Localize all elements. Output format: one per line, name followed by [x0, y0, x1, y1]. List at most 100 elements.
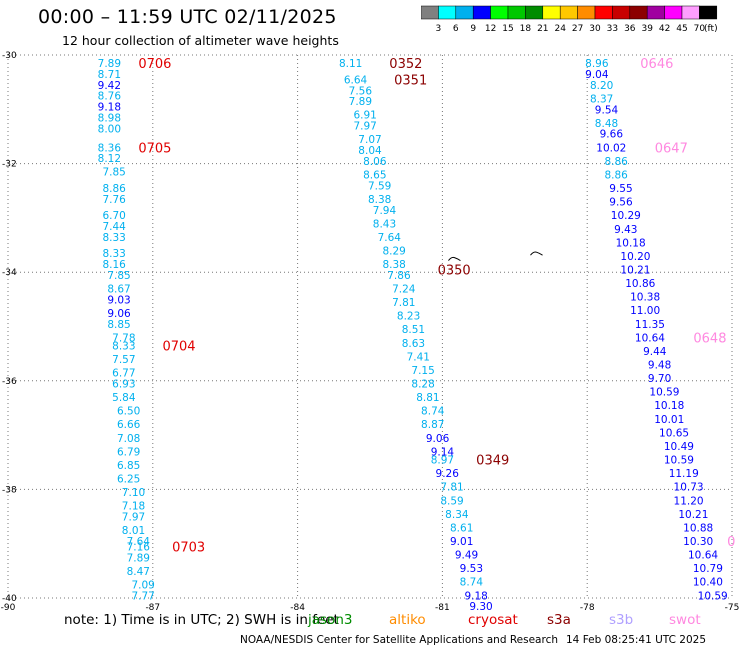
- lon-tick-label: -84: [290, 603, 305, 612]
- credit-text: NOAA/NESDIS Center for Satellite Applica…: [240, 634, 558, 646]
- swh-value: 9.06: [426, 433, 450, 445]
- legend-tick-label: 9: [470, 24, 476, 34]
- swh-value: 7.24: [392, 283, 416, 295]
- swh-value: 8.33: [112, 341, 135, 353]
- swh-value: 10.02: [596, 142, 626, 154]
- track-2: 8.11 6.647.567.89 6.917.977.078.048.068.65…: [339, 58, 493, 612]
- swh-value: 8.33: [102, 232, 125, 244]
- swh-value: 7.16: [127, 541, 151, 553]
- coastline-mark: [448, 256, 461, 262]
- swh-value: 9.55: [609, 183, 632, 195]
- swh-value: 8.12: [98, 153, 121, 165]
- swh-value: 10.59: [664, 455, 694, 467]
- swh-value: 8.81: [416, 392, 439, 404]
- swh-value: 6.66: [117, 419, 141, 431]
- swh-value: 6.85: [117, 460, 140, 472]
- pass-time-label: 0: [727, 535, 735, 550]
- swh-value: 8.86: [604, 169, 628, 181]
- swh-value: 9.44: [643, 346, 667, 358]
- swh-value: 10.73: [674, 482, 704, 494]
- swh-value: 8.11: [339, 58, 362, 70]
- swh-value: 8.43: [373, 218, 396, 230]
- legend-tick-label: 3: [436, 24, 442, 34]
- swh-value: 6.77: [112, 368, 135, 380]
- swh-value: 10.49: [664, 441, 694, 453]
- legend-unit: (ft): [704, 24, 718, 34]
- swh-value: 9.18: [98, 102, 121, 114]
- swh-value: 7.10: [122, 487, 145, 499]
- satellite-label-s3b: s3b: [609, 612, 634, 628]
- swh-value: 10.59: [698, 590, 728, 602]
- swh-value: 8.38: [368, 194, 391, 206]
- pass-time-label: 0351: [394, 73, 427, 88]
- swh-value: 8.28: [411, 379, 434, 391]
- satellite-label-cryosat: cryosat: [468, 612, 518, 628]
- swh-value: 7.15: [411, 365, 434, 377]
- swh-value: 11.35: [635, 319, 665, 331]
- swh-value: 8.04: [358, 145, 382, 157]
- swh-value: 10.18: [654, 400, 684, 412]
- lat-tick-label: -40: [2, 594, 17, 604]
- swh-value: 9.04: [585, 69, 609, 81]
- lat-tick-label: -36: [2, 377, 17, 387]
- swh-value: 9.14: [431, 446, 455, 458]
- swh-value: 8.96: [585, 58, 609, 70]
- pass-time-label: 0704: [162, 340, 195, 355]
- swh-value: 7.97: [353, 121, 376, 133]
- swh-value: 8.36: [98, 142, 122, 154]
- pass-time-label: 0706: [138, 57, 171, 72]
- swh-value: 8.47: [127, 566, 150, 578]
- swh-value: 7.89: [127, 552, 150, 564]
- swh-value: 9.48: [648, 360, 671, 372]
- swh-value: 10.18: [616, 237, 646, 249]
- legend-tick-label: 36: [624, 24, 636, 34]
- swh-value: 8.74: [460, 577, 484, 589]
- swh-value: 6.70: [102, 210, 125, 222]
- swh-value: 8.29: [382, 245, 405, 257]
- swh-value: 10.21: [620, 264, 650, 276]
- swh-value: 8.86: [604, 156, 628, 168]
- swh-value: 8.06: [363, 156, 387, 168]
- swh-value: 8.01: [122, 525, 145, 537]
- swh-value: 11.19: [669, 468, 699, 480]
- legend-tick-label: 39: [641, 24, 653, 34]
- swh-value: 7.77: [131, 590, 154, 602]
- swh-value: 6.93: [112, 379, 135, 391]
- swh-value: 10.21: [678, 509, 708, 521]
- lon-tick-label: -78: [580, 603, 595, 612]
- legend-tick-label: 12: [485, 24, 496, 34]
- pass-time-label: 0352: [389, 57, 422, 72]
- coastline-mark: [530, 251, 543, 256]
- satellite-label-swot: swot: [669, 612, 701, 628]
- map-title: 00:00 – 11:59 UTC 02/11/2025: [38, 6, 337, 28]
- swh-value: 9.26: [436, 468, 460, 480]
- swh-value: 8.76: [98, 91, 122, 103]
- swh-value: 10.79: [693, 563, 723, 575]
- swh-value: 10.88: [683, 522, 713, 534]
- swh-value: 7.57: [112, 354, 135, 366]
- legend-tick-label: 70: [694, 24, 706, 34]
- pass-time-label: 0646: [640, 57, 673, 72]
- swh-value: 8.48: [595, 118, 618, 130]
- swh-value: 7.76: [102, 194, 126, 206]
- swh-value: 9.42: [98, 80, 121, 92]
- swh-value: 9.70: [648, 373, 671, 385]
- swh-value: 8.71: [98, 69, 121, 81]
- swh-value: 7.09: [131, 579, 154, 591]
- lon-tick-label: -75: [725, 603, 740, 612]
- swh-value: 10.38: [630, 292, 660, 304]
- legend-tick-label: 30: [589, 24, 601, 34]
- swh-value: 6.91: [353, 110, 376, 122]
- swh-value: 7.86: [387, 270, 411, 282]
- swh-value: 7.18: [122, 501, 145, 513]
- swh-value: 8.34: [445, 509, 469, 521]
- swh-value: 7.56: [349, 85, 373, 97]
- swh-value: 8.37: [590, 93, 613, 105]
- generated-timestamp: 14 Feb 08:25:41 UTC 2025: [566, 634, 706, 646]
- swh-value: 9.54: [595, 104, 619, 116]
- legend-tick-label: 24: [554, 24, 566, 34]
- swh-value: 8.86: [102, 183, 126, 195]
- swh-value: 9.53: [460, 563, 483, 575]
- swh-value: 7.85: [102, 167, 125, 179]
